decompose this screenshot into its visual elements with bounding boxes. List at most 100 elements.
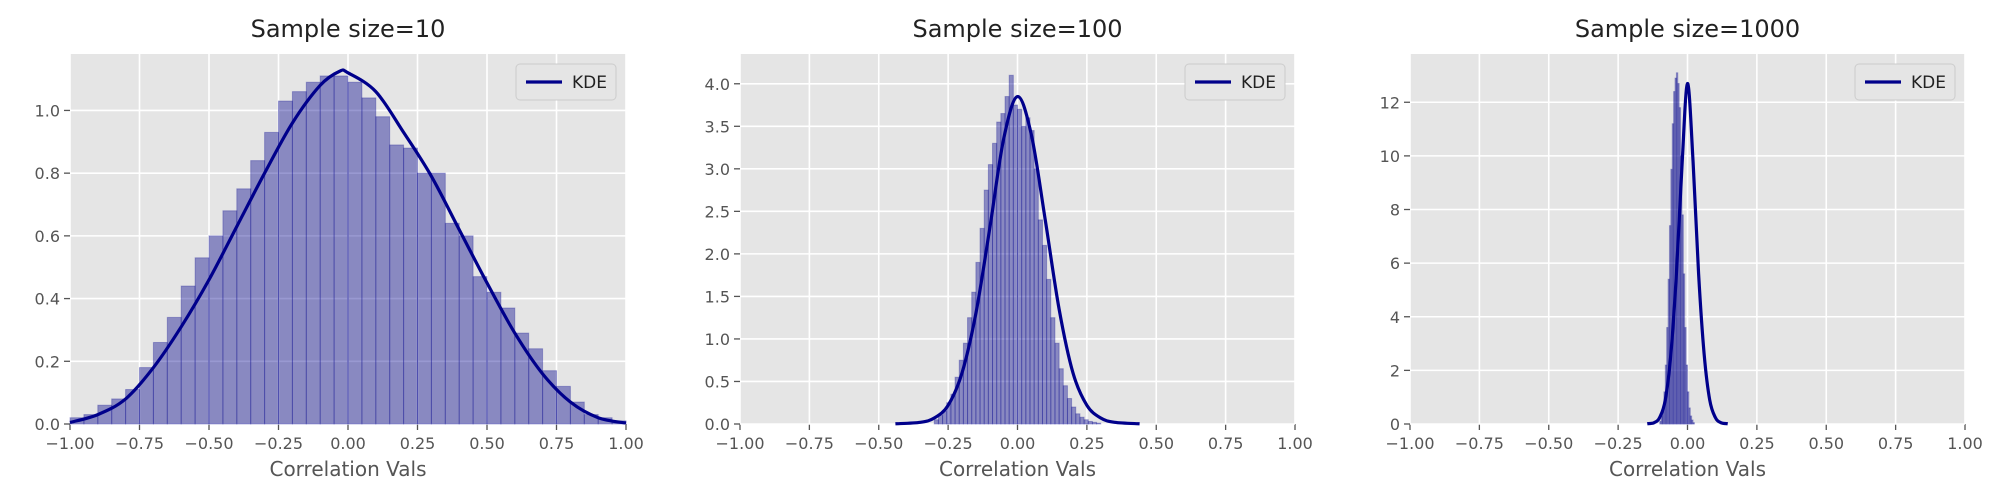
chart-title: Sample size=10 [251,15,446,43]
x-tick-label: −0.50 [1524,434,1573,453]
histogram-bar [1066,397,1073,425]
y-tick-label: 0.6 [35,227,60,246]
chart-panel-3: −1.00 −0.75 −0.50 −0.25 0.00 0.25 0.50 0.75 1.00… [1380,15,1983,481]
histogram-bar [962,342,969,425]
histogram-bar [1021,125,1027,425]
histogram-bar [1087,420,1093,425]
x-tick-label: −0.25 [1594,434,1643,453]
x-axis-title: Correlation Vals [1609,457,1766,481]
y-tick-label: 3.5 [705,117,730,136]
histogram-bar [375,116,391,425]
histogram-bar [1685,364,1689,425]
histogram-bar [264,131,280,425]
x-tick-label: −0.75 [115,434,164,453]
y-tick-label: 0.5 [705,372,730,391]
histogram-bar [1054,342,1060,425]
histogram-bar [486,291,502,425]
histogram-bar [933,419,939,425]
x-tick-label: 0.50 [1808,434,1844,453]
histogram-bar [403,147,419,425]
histogram-bar [1008,74,1014,425]
histogram-bar [250,160,266,425]
legend: KDE [1854,63,1956,101]
histogram-bar [1071,406,1077,425]
histogram-bar [444,222,460,425]
histogram-bar [1033,168,1039,425]
histogram-bar [1029,130,1035,425]
x-axis-title: Correlation Vals [939,457,1096,481]
histogram-bar [987,164,994,425]
x-tick-label: −0.50 [184,434,233,453]
x-tick-label: 0.75 [1878,434,1914,453]
histogram-bar [954,376,960,425]
y-tick-label: 10 [1380,147,1400,166]
kde-curve [1647,81,1728,426]
histogram-bar [1670,168,1673,425]
histogram-bar [472,276,488,425]
histogram-bar [1678,107,1682,425]
histogram-bar [1692,422,1695,425]
legend-box [515,63,617,101]
histogram-bar [389,144,405,425]
y-tick-label: 0.0 [705,415,730,434]
x-tick-label: −0.75 [785,434,834,453]
legend-label: KDE [572,73,607,93]
histogram-bar [1671,123,1675,425]
x-tick-label: 0.50 [469,434,505,453]
histogram-bar [514,332,530,425]
legend: KDE [515,63,617,101]
y-tick-label: 4 [1390,308,1400,327]
histogram-bar [992,142,998,425]
histogram-bar [1037,219,1043,425]
histogram-bar [1681,214,1684,425]
histogram-bar [975,261,981,425]
x-tick-label: 0.50 [1138,434,1174,453]
histogram-bar [983,189,989,425]
histogram-bar [347,81,363,425]
histogram-bar [1012,104,1019,425]
chart-panel-1: −1.00 −0.75 −0.50 −0.25 0.00 0.25 0.50 0.75 1.00… [35,15,644,481]
x-tick-label: −0.25 [924,434,973,453]
y-tick-label: 0 [1390,415,1400,434]
y-tick-label: 8 [1390,201,1400,220]
x-tick-label: 0.25 [1739,434,1775,453]
y-tick-label: 1.5 [705,287,730,306]
histogram-bar [291,91,307,425]
histogram-bar [1079,416,1085,425]
x-tick-label: 0.00 [1670,434,1706,453]
histogram-bar [1668,225,1672,425]
histogram-bar [1091,421,1098,425]
histogram-bar [1684,326,1687,425]
histogram-bar [979,227,985,425]
chart-panel-2: −1.00 −0.75 −0.50 −0.25 0.00 0.25 0.50 0.75 1.00… [705,15,1313,481]
histogram-bar [1050,317,1056,425]
histogram-bar [1691,419,1694,425]
histogram-bar [1673,91,1676,425]
histogram-bar [1000,113,1006,425]
legend-label: KDE [1911,73,1946,93]
y-tick-label: 0.0 [35,415,60,434]
x-tick-label: 0.25 [400,434,436,453]
y-tick-label: 1.0 [705,330,730,349]
histogram-bar [1075,413,1081,425]
histogram-bar [967,317,973,425]
histogram-bar [1017,108,1023,425]
chart-title: Sample size=1000 [1575,15,1800,43]
histogram-bar [319,75,335,425]
x-tick-label: −1.00 [1385,434,1434,453]
y-tick-label: 2.5 [705,202,730,221]
x-tick-label: 0.75 [1208,434,1244,453]
x-tick-label: 0.00 [330,434,366,453]
histogram-bar [166,316,182,425]
histogram-bar [152,341,168,425]
x-tick-label: 0.75 [539,434,575,453]
histogram-bar [1058,368,1064,425]
y-tick-label: 0.8 [35,164,60,183]
histogram-bar [1041,244,1048,425]
histogram-bar [430,172,446,425]
histogram-bar [222,210,238,425]
legend-box [1184,63,1286,101]
histogram-bar [1025,117,1031,425]
histogram-bar [1682,273,1686,425]
